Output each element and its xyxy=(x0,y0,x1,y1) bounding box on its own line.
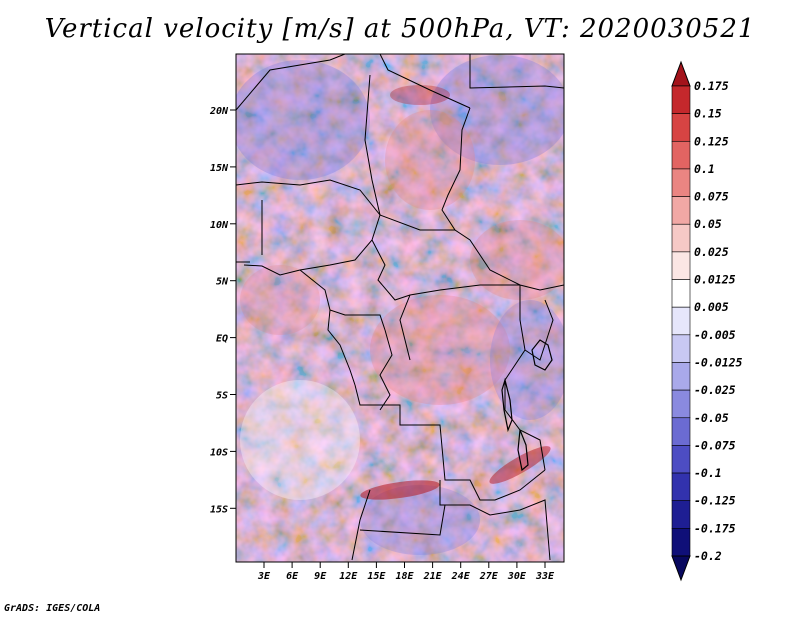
colorbar-swatch xyxy=(671,196,691,225)
colorbar-label: 0.025 xyxy=(694,245,729,259)
velocity-field xyxy=(236,54,564,562)
latitude-axis: 20N 15N 10N 5N EQ 5S 10S 15S xyxy=(209,106,236,515)
colorbar-swatch xyxy=(671,168,691,197)
colorbar-swatch xyxy=(671,417,691,446)
country-borders xyxy=(236,54,564,561)
lat-label: 5S xyxy=(216,391,228,402)
lon-label: 3E xyxy=(257,571,271,582)
colorbar-label: -0.125 xyxy=(694,494,736,508)
lat-label: 10S xyxy=(210,447,228,458)
colorbar-cap-top xyxy=(671,60,691,87)
lon-label: 24E xyxy=(451,571,471,582)
lat-label: 20N xyxy=(209,106,229,117)
lon-label: 6E xyxy=(286,571,299,582)
lon-label: 30E xyxy=(507,571,527,582)
colorbar-label: -0.0125 xyxy=(694,355,743,369)
lat-label: 15N xyxy=(210,163,229,174)
colorbar-swatch xyxy=(671,389,691,419)
colorbar-swatch xyxy=(671,306,691,336)
colorbar-label: -0.1 xyxy=(694,466,722,480)
longitude-axis: 3E 6E 9E 12E 15E 18E 21E 24E 27E 30E 33E xyxy=(257,562,555,582)
colorbar-label: 0.075 xyxy=(694,190,729,204)
colorbar-label: -0.2 xyxy=(694,549,722,563)
colorbar-swatch xyxy=(671,472,691,502)
lon-label: 33E xyxy=(535,571,555,582)
lat-label: 5N xyxy=(216,277,229,288)
colorbar-label: 0.005 xyxy=(694,300,729,314)
colorbar-swatch xyxy=(671,279,691,308)
lon-label: 15E xyxy=(367,571,386,582)
lake-outlines xyxy=(501,339,553,472)
colorbar-label: 0.05 xyxy=(694,217,722,231)
lon-label: 27E xyxy=(479,571,499,582)
lat-label: EQ xyxy=(216,334,228,345)
map-frame xyxy=(235,53,565,563)
lat-label: 15S xyxy=(210,504,228,515)
colorbar-label: -0.175 xyxy=(694,521,736,535)
colorbar-label: 0.15 xyxy=(694,107,722,121)
colorbar-label: -0.025 xyxy=(694,383,736,397)
colorbar-cap-bottom xyxy=(671,555,691,582)
colorbar-swatch xyxy=(671,362,691,391)
footer-credit: GrADS: IGES/COLA xyxy=(4,603,101,614)
colorbar-swatch xyxy=(671,251,691,280)
lon-label: 12E xyxy=(339,571,358,582)
colorbar: 0.175 0.15 0.125 0.1 0.075 0.05 0.025 0.0125 0.0… xyxy=(671,60,743,582)
colorbar-label: 0.1 xyxy=(694,162,715,176)
lon-label: 21E xyxy=(423,571,443,582)
lon-label: 18E xyxy=(395,571,414,582)
colorbar-swatch xyxy=(671,85,691,114)
colorbar-swatch xyxy=(671,113,691,142)
colorbar-label: -0.075 xyxy=(694,438,736,452)
colorbar-label: 0.125 xyxy=(694,134,729,148)
colorbar-swatch xyxy=(671,223,691,253)
colorbar-label: 0.0125 xyxy=(694,273,736,287)
colorbar-swatch xyxy=(671,334,691,363)
chart-title: Vertical velocity [m/s] at 500hPa, VT: 2… xyxy=(44,14,756,44)
colorbar-swatch xyxy=(671,500,691,529)
colorbar-swatch xyxy=(671,445,691,474)
colorbar-label: -0.005 xyxy=(694,328,736,342)
colorbar-label: 0.175 xyxy=(694,79,729,93)
colorbar-swatch xyxy=(671,528,691,557)
colorbar-swatch xyxy=(671,140,691,170)
lat-label: 10N xyxy=(210,220,229,231)
lon-label: 9E xyxy=(314,571,327,582)
colorbar-label: -0.05 xyxy=(694,411,729,425)
